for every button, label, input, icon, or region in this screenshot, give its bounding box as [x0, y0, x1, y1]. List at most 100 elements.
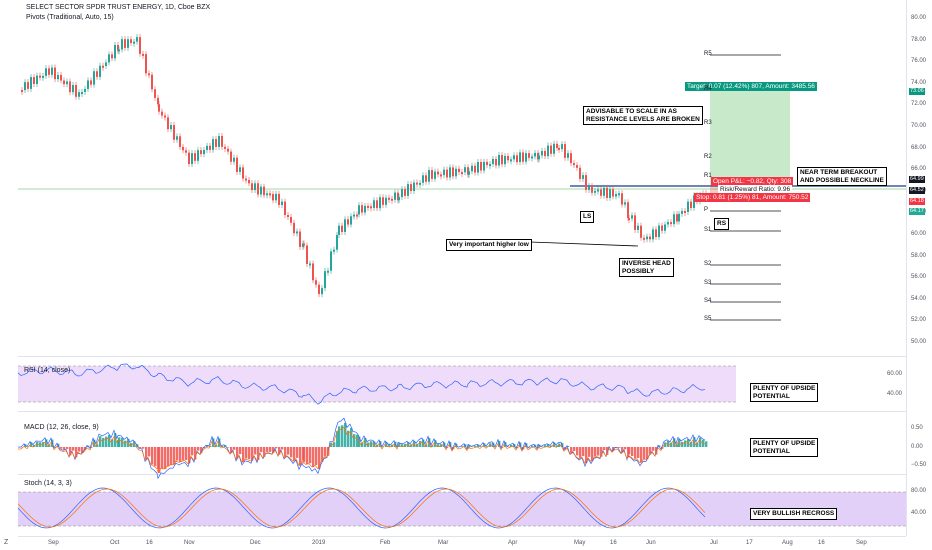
candle-body — [591, 186, 593, 193]
macd-bar — [230, 447, 233, 453]
candle-body — [628, 217, 630, 220]
candle-body — [344, 219, 346, 232]
time-axis[interactable]: Sep Oct 16 Nov Dec 2019 Feb Mar Apr May 16 Jun Jul 17… — [18, 536, 906, 550]
risk-reward-tag[interactable]: Risk/Reward Ratio: 9.96 — [718, 185, 793, 194]
stoch-chart[interactable] — [17, 476, 906, 536]
macd-bar — [696, 442, 699, 447]
candle-body — [522, 152, 524, 162]
ls-label[interactable]: LS — [580, 211, 595, 223]
price-pane[interactable]: SELECT SECTOR SPDR TRUST ENERGY, 1D, Cbo… — [18, 0, 906, 357]
macd-bar — [176, 447, 179, 461]
x-axis-label: 16 — [146, 540, 153, 546]
candle-body — [333, 249, 335, 252]
price-tick: 74.00 — [911, 79, 927, 86]
rsi-chart[interactable] — [17, 358, 906, 412]
open-pl-tag[interactable]: Open P&L: −0.82, Qty: 308 — [711, 177, 794, 186]
candle-body — [474, 165, 476, 173]
candle-body — [640, 225, 642, 238]
rsi-note-line1: PLENTY OF UPSIDE — [753, 385, 816, 392]
macd-bar — [618, 447, 621, 448]
candle-body — [594, 190, 596, 193]
macd-bar — [254, 447, 257, 455]
candle-body — [464, 167, 466, 173]
higher-low-note[interactable]: Very important higher low — [446, 239, 532, 251]
candle-body — [434, 171, 436, 179]
scale-in-note[interactable]: ADVISABLE TO SCALE IN AS RESISTANCE LEVE… — [583, 106, 703, 125]
macd-bar — [42, 442, 45, 447]
macd-pane[interactable]: MACD (12, 26, close, 9) PLENTY OF UPSIDE… — [17, 413, 906, 480]
macd-bar — [541, 446, 544, 447]
rsi-note[interactable]: PLENTY OF UPSIDE POTENTIAL — [750, 383, 819, 402]
rs-label[interactable]: RS — [714, 218, 730, 230]
candle-body — [388, 197, 390, 200]
macd-bar — [81, 447, 84, 453]
macd-bar — [278, 447, 281, 455]
macd-bar — [96, 444, 99, 447]
macd-bar — [356, 434, 359, 447]
macd-bar — [480, 446, 483, 447]
candle-body — [45, 68, 47, 76]
price-chart[interactable] — [18, 0, 906, 357]
macd-bar — [260, 447, 263, 453]
rsi-pane[interactable]: RSI (14, close) PLENTY OF UPSIDE POTENTI… — [17, 358, 906, 412]
candle-body — [230, 151, 232, 162]
macd-note[interactable]: PLENTY OF UPSIDE POTENTIAL — [750, 438, 819, 457]
stop-tag[interactable]: Stop: 0.81 (1.25%) 81, Amount: 750.52 — [694, 193, 811, 202]
price-tick: 80.00 — [911, 15, 927, 21]
macd-bar — [272, 447, 275, 453]
inverse-note-line2: POSSIBLY — [622, 267, 655, 275]
price-axis[interactable]: 80.00 78.00 76.00 74.00 72.00 70.00 68.00 66.00… — [887, 0, 932, 536]
stoch-label[interactable]: Stoch (14, 3, 3) — [24, 480, 72, 487]
macd-bar — [72, 447, 75, 451]
candle-body — [440, 174, 442, 177]
macd-bar — [582, 447, 585, 457]
macd-bar — [637, 447, 640, 459]
candle-body — [461, 172, 463, 175]
macd-bar — [215, 444, 218, 447]
macd-bar — [281, 447, 284, 450]
macd-bar — [121, 437, 124, 447]
macd-label[interactable]: MACD (12, 26, close, 9) — [24, 424, 99, 431]
rsi-band — [18, 366, 736, 402]
indicator-label[interactable]: Pivots (Traditional, Auto, 15) — [26, 14, 114, 21]
macd-bar — [78, 447, 81, 452]
candle-body — [33, 77, 35, 85]
price-tick: 68.00 — [911, 144, 927, 151]
candle-body — [330, 251, 332, 271]
macd-bar — [588, 447, 591, 457]
macd-bar — [164, 447, 167, 470]
macd-bar — [306, 447, 309, 465]
macd-bar — [547, 444, 550, 447]
candle-body — [544, 150, 546, 157]
macd-bar — [705, 441, 708, 447]
stoch-pane[interactable]: Stoch (14, 3, 3) VERY BULLISH RECROSS — [17, 476, 906, 536]
macd-bar — [347, 430, 350, 447]
price-tag: 64.99 — [909, 176, 925, 183]
macd-bar — [434, 440, 437, 447]
x-axis-label: Sep — [856, 540, 867, 546]
stoch-note[interactable]: VERY BULLISH RECROSS — [750, 508, 838, 520]
pivot-label: R2 — [704, 154, 712, 160]
candle-body — [477, 162, 479, 173]
neckline-note[interactable]: NEAR TERM BREAKOUT AND POSSIBLE NECKLINE — [797, 167, 887, 186]
macd-bar — [336, 431, 339, 447]
candle-body — [81, 92, 83, 95]
candle-body — [382, 197, 384, 205]
target-tag[interactable]: Target: 8.07 (12.42%) 807, Amount: 3485.… — [685, 82, 817, 91]
macd-bar — [643, 447, 646, 460]
candle-body — [624, 202, 626, 205]
rsi-label[interactable]: RSI (14, close) — [24, 367, 71, 374]
inverse-head-note[interactable]: INVERSE HEAD POSSIBLY — [619, 258, 674, 277]
candle-body — [550, 145, 552, 154]
tradingview-logo-icon[interactable]: Z — [4, 539, 9, 546]
macd-bar — [640, 447, 643, 463]
candle-body — [347, 219, 349, 225]
x-axis-label: Apr — [508, 540, 518, 546]
x-axis-label: Mar — [438, 540, 449, 546]
candle-body — [353, 214, 355, 217]
stoch-k-line — [17, 487, 706, 529]
candle-body — [69, 81, 71, 93]
macd-chart[interactable] — [17, 413, 906, 480]
macd-bar — [173, 447, 176, 465]
x-axis-label: Oct — [110, 540, 120, 546]
